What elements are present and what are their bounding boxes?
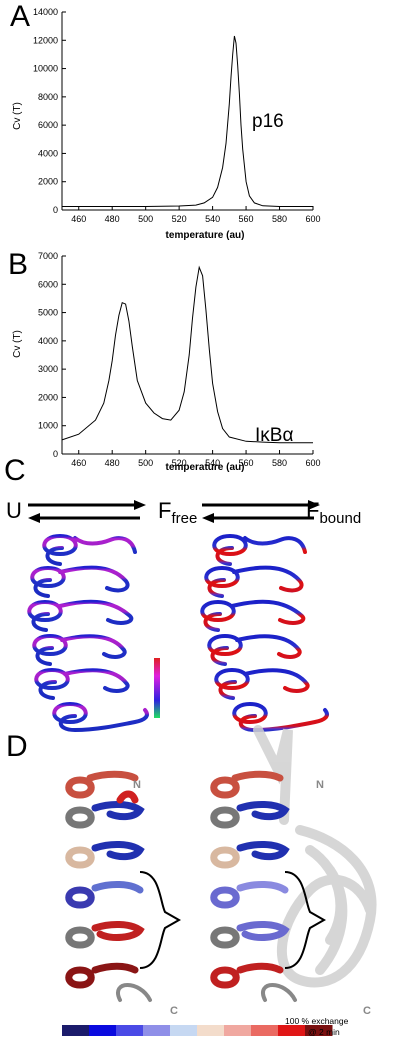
- x-tick-label: 600: [305, 214, 320, 224]
- panel-letter-c: C: [4, 454, 26, 487]
- colorbar-segments: [62, 1025, 333, 1036]
- x-tick-label: 540: [205, 458, 220, 468]
- y-tick-label: 3000: [38, 364, 58, 374]
- x-tick-label: 580: [272, 214, 287, 224]
- colorbar-segment: [224, 1025, 252, 1036]
- f-free-main: F: [158, 498, 171, 523]
- x-tick-label: 600: [305, 458, 320, 468]
- y-tick-label: 2000: [38, 177, 58, 187]
- chart-p16-heat-capacity: 0 2000 4000 6000 8000 10000 12000 14000 460 480 50…: [12, 7, 321, 241]
- x-tick-label: 500: [138, 458, 153, 468]
- structure-unbound-md: [27, 534, 329, 733]
- y-tick-label: 0: [53, 449, 58, 459]
- x-tick-label: 460: [71, 214, 86, 224]
- y-tick-label: 6000: [38, 120, 58, 130]
- colorbar-segment: [89, 1025, 117, 1036]
- colorbar-label-1: 100 % exchange: [285, 1016, 349, 1026]
- f-free-sub: free: [171, 510, 197, 527]
- x-tick-label: 500: [138, 214, 153, 224]
- folding-scheme: U Ffree Fbound: [6, 498, 361, 527]
- series-line: [62, 35, 313, 207]
- y-tick-label: 10000: [33, 64, 58, 74]
- y-axis-label: Cv (T): [12, 330, 23, 358]
- md-color-scale-bar: [154, 658, 160, 718]
- panel-letter-d: D: [6, 730, 28, 763]
- x-tick-label: 480: [105, 214, 120, 224]
- x-tick-label: 560: [239, 214, 254, 224]
- x-tick-label: 480: [105, 458, 120, 468]
- y-tick-label: 5000: [38, 308, 58, 318]
- y-axis-label: Cv (T): [12, 102, 23, 130]
- ribbon-hdx-right: [210, 770, 297, 1002]
- arrows-ffree-fbound: [202, 500, 320, 523]
- y-tick-label: 14000: [33, 7, 58, 17]
- annotation-p16: p16: [252, 111, 284, 132]
- protein-ribbon-left: [27, 534, 149, 733]
- colorbar-segment: [143, 1025, 171, 1036]
- colorbar-segment: [170, 1025, 198, 1036]
- panel-letter-a: A: [10, 0, 31, 33]
- label-n-left: N: [133, 779, 141, 791]
- state-f-free: Ffree: [158, 498, 197, 527]
- label-c-right: C: [363, 1005, 371, 1017]
- y-tick-label: 0: [53, 205, 58, 215]
- series-line: [61, 265, 313, 444]
- x-tick-label: 540: [205, 214, 220, 224]
- x-tick-label: 560: [239, 458, 254, 468]
- structure-hdx-panels: N N C C: [65, 725, 377, 1017]
- partner-protein-shadow: [253, 725, 377, 988]
- state-u: U: [6, 498, 22, 523]
- f-bound-sub: bound: [319, 510, 361, 527]
- label-c-left: C: [170, 1005, 178, 1017]
- brackets: [139, 871, 327, 969]
- y-tick-label: 2000: [38, 392, 58, 402]
- x-tick-label: 520: [172, 214, 187, 224]
- colorbar-segment: [62, 1025, 90, 1036]
- colorbar-label-2: @ 2 min: [308, 1027, 340, 1037]
- y-tick-label: 8000: [38, 92, 58, 102]
- colorbar-segment: [305, 1025, 333, 1036]
- y-tick-label: 4000: [38, 148, 58, 158]
- hdx-color-scale: 100 % exchange @ 2 min: [62, 1016, 349, 1037]
- x-axis-label: temperature (au): [166, 462, 245, 473]
- panel-letter-b: B: [8, 248, 29, 281]
- y-tick-label: 1000: [38, 421, 58, 431]
- y-tick-label: 7000: [38, 251, 58, 261]
- plot-area: 0 2000 4000 6000 8000 10000 12000 14000 460 480 50…: [33, 7, 321, 224]
- label-n-right: N: [316, 779, 324, 791]
- chart-ikba-heat-capacity: 0 1000 2000 3000 4000 5000 6000 7000 460 480 500 52…: [12, 251, 321, 473]
- colorbar-segment: [278, 1025, 306, 1036]
- y-tick-label: 6000: [38, 279, 58, 289]
- y-tick-label: 4000: [38, 336, 58, 346]
- plot-area: 0 1000 2000 3000 4000 5000 6000 7000 460 480 500 52…: [38, 251, 321, 468]
- colorbar-segment: [251, 1025, 279, 1036]
- colorbar-segment: [197, 1025, 225, 1036]
- protein-ribbon-right: [200, 534, 329, 733]
- y-tick-label: 12000: [33, 35, 58, 45]
- x-tick-label: 460: [71, 458, 86, 468]
- colorbar-segment: [116, 1025, 144, 1036]
- x-tick-label: 520: [172, 458, 187, 468]
- arrows-u-ffree: [28, 500, 146, 523]
- annotation-ikba: IκBα: [255, 425, 293, 446]
- state-f-bound: Fbound: [306, 498, 361, 527]
- x-axis-label: temperature (au): [166, 230, 245, 241]
- x-tick-label: 580: [272, 458, 287, 468]
- ribbon-hdx-left: [65, 770, 152, 1002]
